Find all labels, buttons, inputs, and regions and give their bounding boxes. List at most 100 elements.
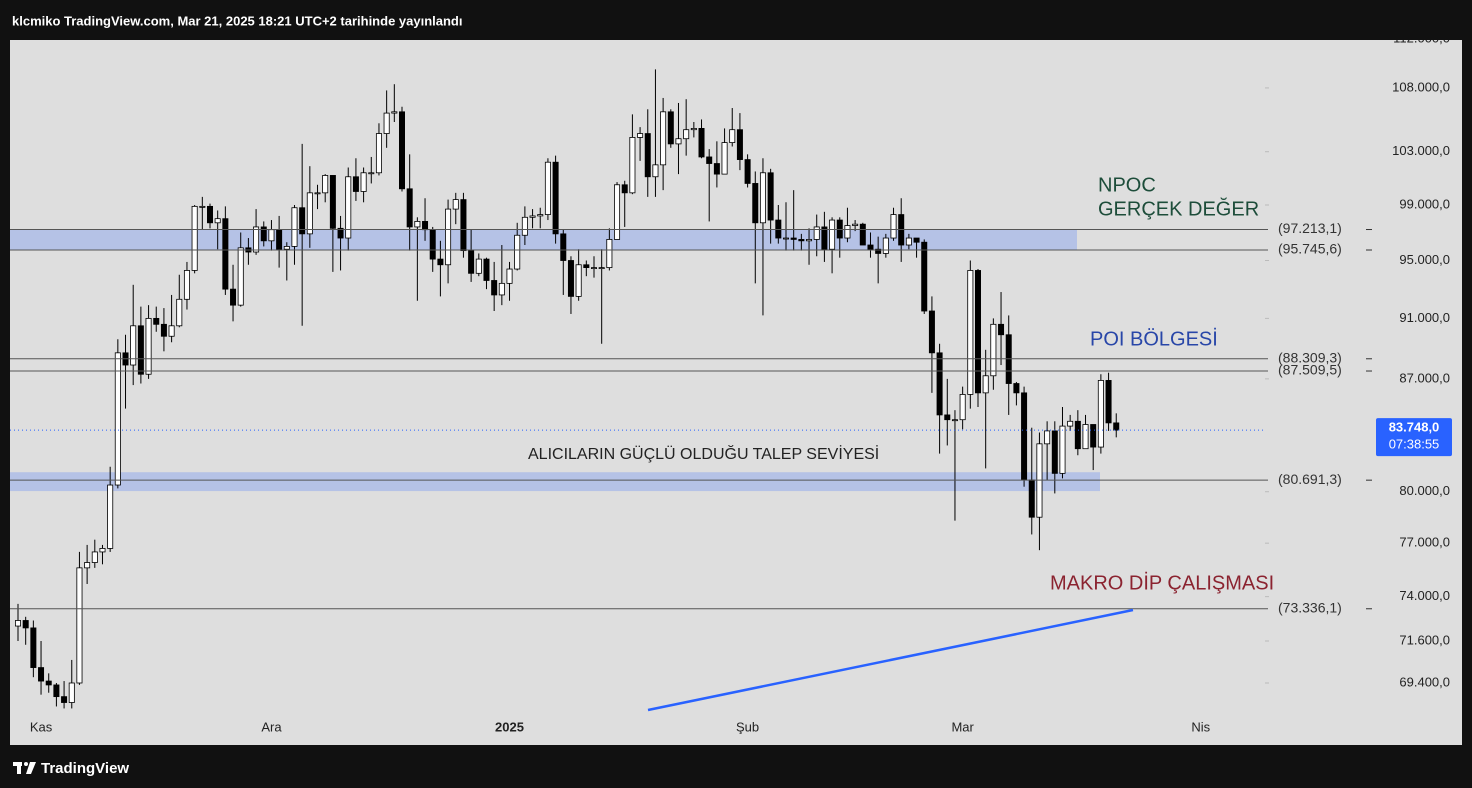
candle-body <box>890 214 897 239</box>
candle-body <box>583 264 590 269</box>
countdown: 07:38:55 <box>1389 437 1440 452</box>
candle-body <box>391 111 398 114</box>
brand: TradingView <box>41 760 129 777</box>
candle-body <box>491 280 498 296</box>
level-label: (88.309,3) <box>1278 349 1342 365</box>
candle-body <box>506 268 513 284</box>
candle-body <box>329 175 336 229</box>
candle-body <box>591 267 598 270</box>
candle-body <box>852 223 859 226</box>
candle-body <box>667 111 674 145</box>
candle-body <box>368 172 375 175</box>
candle-body <box>137 325 144 375</box>
level-label: (87.509,5) <box>1278 362 1342 378</box>
candle-body <box>544 161 551 215</box>
candle-body <box>1074 420 1081 450</box>
candle-body <box>1097 380 1104 448</box>
candle-body <box>1090 424 1097 448</box>
candle-body <box>429 229 436 260</box>
candle-body <box>875 248 882 254</box>
y-tick-label: 69.400,0 <box>1399 674 1450 689</box>
candle-body <box>913 237 920 243</box>
candle-body <box>629 137 636 194</box>
y-tick-label: 71.600,0 <box>1399 632 1450 647</box>
annotation: GERÇEK DEĞER <box>1098 197 1259 220</box>
candle-body <box>1059 425 1066 474</box>
x-tick-label: Şub <box>736 719 759 734</box>
candle-body <box>268 229 275 242</box>
candle-body <box>22 620 29 629</box>
candle-body <box>253 226 260 253</box>
candle-body <box>575 264 582 297</box>
x-tick-label: 2025 <box>495 719 524 734</box>
candle-body <box>107 484 114 549</box>
candle-body <box>959 394 966 421</box>
candle-body <box>790 237 797 240</box>
level-label: (73.336,1) <box>1278 599 1342 615</box>
candle-body <box>291 207 298 247</box>
zone <box>10 472 1100 492</box>
candle-body <box>375 133 382 174</box>
candle-body <box>452 199 459 210</box>
y-tick-label: 91.000,0 <box>1399 310 1450 325</box>
trend-line <box>647 608 1134 712</box>
y-tick-label: 99.000,0 <box>1399 196 1450 211</box>
logo <box>13 762 36 774</box>
candle-body <box>621 184 628 194</box>
candle-body <box>783 237 790 240</box>
candle-body <box>1105 380 1112 424</box>
candle-body <box>299 207 306 235</box>
candle-body <box>276 229 283 250</box>
header-title: klcmiko TradingView.com, Mar 21, 2025 18… <box>12 13 463 28</box>
candle-body <box>160 323 167 337</box>
candle-body <box>84 562 91 569</box>
candle-body <box>975 270 982 394</box>
candle-body <box>744 159 751 184</box>
candle-body <box>521 216 528 236</box>
candle-body <box>821 226 828 250</box>
candle-body <box>729 129 736 144</box>
y-tick-label: 103.000,0 <box>1392 143 1450 158</box>
candle-body <box>990 323 997 377</box>
plot-area <box>10 69 1120 709</box>
candle-body <box>91 551 98 563</box>
candle-body <box>14 620 21 627</box>
candle-body <box>951 419 958 422</box>
candle-body <box>414 221 421 228</box>
candle-body <box>1082 424 1089 450</box>
candle-body <box>1021 392 1028 481</box>
candle-body <box>222 218 229 290</box>
candle-body <box>168 325 175 337</box>
candle-body <box>690 128 697 131</box>
level-label: (80.691,3) <box>1278 471 1342 487</box>
candle-body <box>199 205 206 208</box>
price-box <box>1376 418 1452 457</box>
candle-body <box>936 352 943 416</box>
annotation: MAKRO DİP ÇALIŞMASI <box>1050 571 1274 594</box>
candle-body <box>844 225 851 239</box>
candle-body <box>637 133 644 138</box>
candle-body <box>1028 479 1035 518</box>
candle-body <box>998 323 1005 336</box>
candle-body <box>706 156 713 164</box>
candle-body <box>468 250 475 274</box>
candle-body <box>130 325 137 366</box>
y-tick-label: 87.000,0 <box>1399 370 1450 385</box>
candle-body <box>859 223 866 246</box>
candle-body <box>698 128 705 158</box>
candle-body <box>537 214 544 217</box>
candle-body <box>398 111 405 190</box>
annotation: POI BÖLGESİ <box>1090 327 1218 350</box>
candle-body <box>237 247 244 306</box>
chart-background <box>10 40 1462 745</box>
candle-body <box>905 237 912 246</box>
candle-body <box>422 221 429 231</box>
candle-body <box>1044 430 1051 445</box>
candle-body <box>99 548 106 553</box>
candle-body <box>30 627 37 668</box>
candle-body <box>514 234 521 270</box>
candle-body <box>660 111 667 166</box>
candle-body <box>314 192 321 195</box>
candle-body <box>982 375 989 394</box>
